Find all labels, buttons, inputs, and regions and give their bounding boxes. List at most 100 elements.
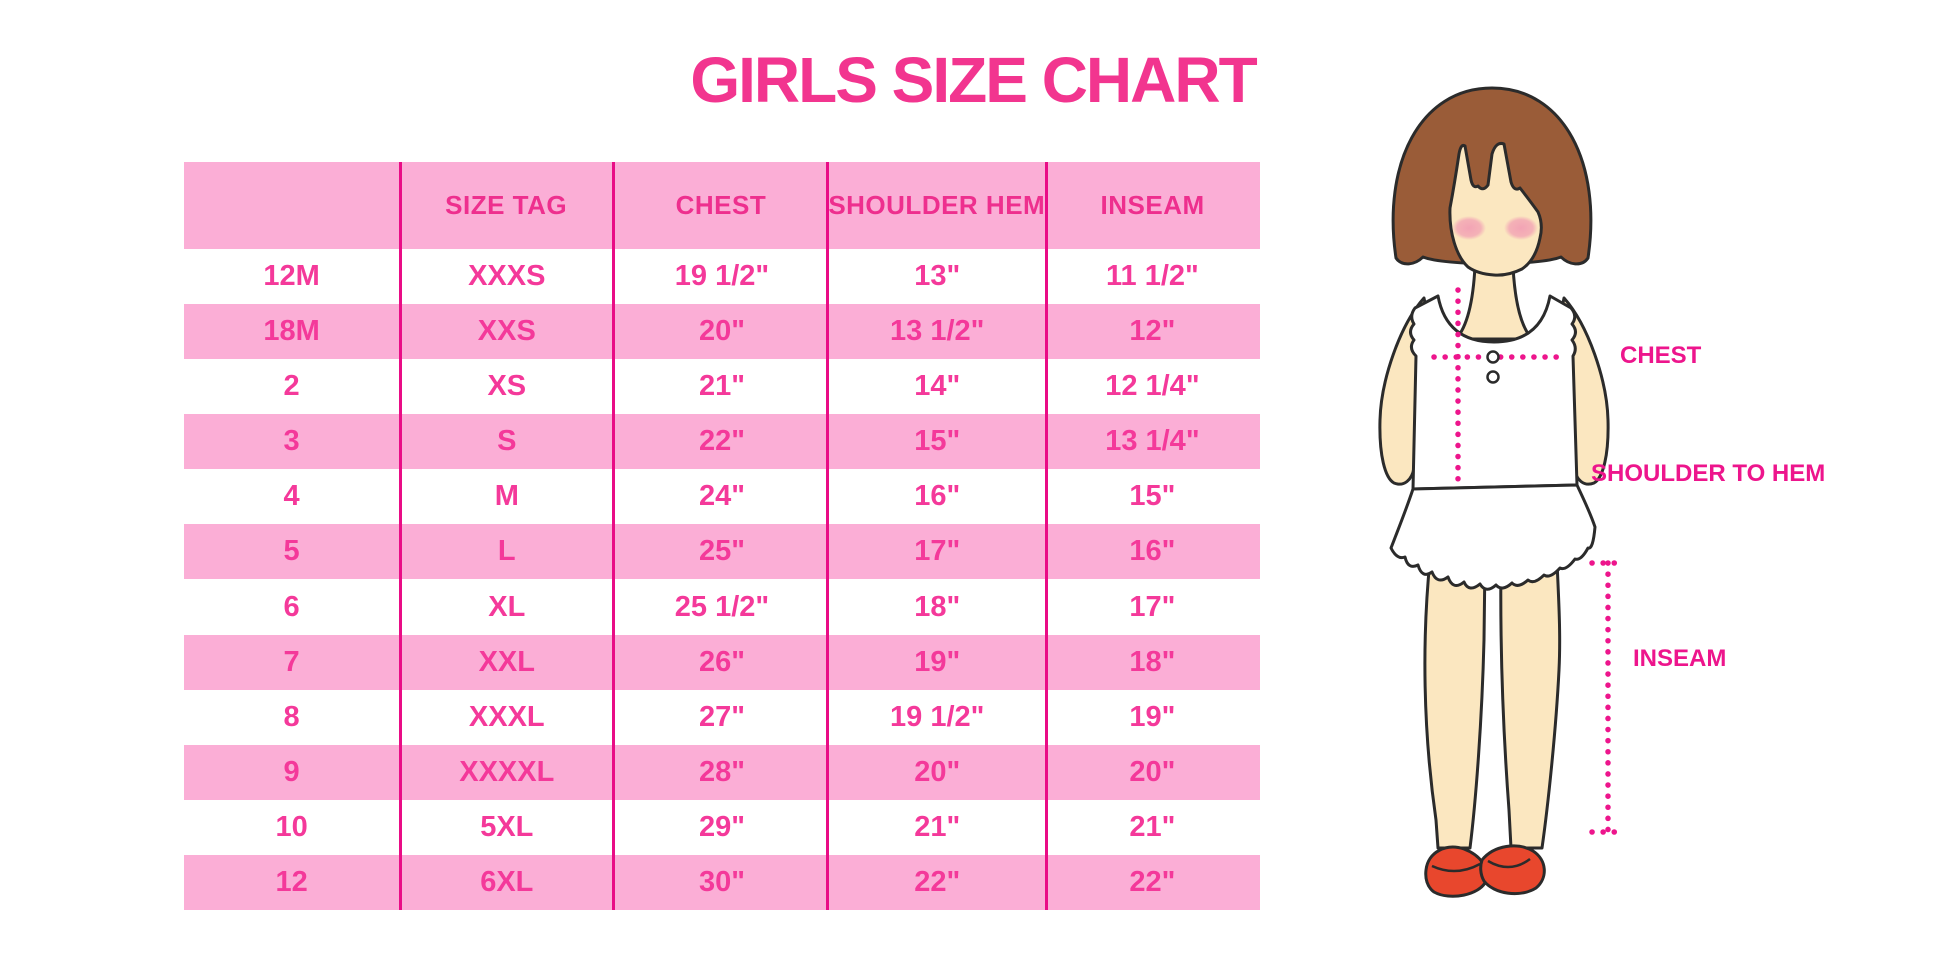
header-cell-shoulder-hem: SHOULDER HEM — [828, 190, 1046, 220]
cell-size: 12 — [275, 865, 308, 898]
cell-size-tag: L — [497, 535, 516, 568]
cell-inseam: 11 1/2" — [1106, 260, 1199, 293]
cell-chest: 29" — [698, 810, 745, 843]
cell-chest: 25" — [698, 535, 745, 568]
cell-shoulder-hem: 19 1/2" — [890, 700, 985, 733]
cell-inseam: 18" — [1129, 645, 1176, 678]
cell-size: 7 — [283, 645, 300, 678]
right-leg — [1499, 558, 1562, 850]
table-row: 6 XL 25 1/2" 18" 17" — [184, 579, 1260, 634]
table-row: 12 6XL 30" 22" 22" — [184, 854, 1260, 910]
cell-chest: 30" — [698, 865, 745, 898]
cell-size-tag: M — [494, 480, 519, 513]
table-row: 5 L 25" 17" 16" — [184, 524, 1260, 580]
shoulder-to-hem-measure-label: SHOULDER TO HEM — [1591, 460, 1826, 487]
girl-illustration — [1378, 86, 1627, 898]
inseam-measure-label: INSEAM — [1633, 645, 1727, 672]
cell-size-tag: XXXS — [468, 260, 546, 293]
cell-shoulder-hem: 22" — [914, 865, 961, 898]
column-divider — [612, 162, 615, 910]
table-header-row: SIZE TAG CHEST SHOULDER HEM INSEAM — [184, 162, 1260, 249]
top-button — [1486, 350, 1500, 364]
left-shoe-strap — [1431, 862, 1481, 873]
cell-size-tag: 6XL — [480, 865, 534, 898]
cell-size: 3 — [283, 425, 300, 458]
cell-size: 4 — [283, 480, 300, 513]
cell-size-tag: XXXL — [468, 700, 545, 733]
cell-inseam: 13 1/4" — [1105, 425, 1200, 458]
cell-shoulder-hem: 19" — [914, 645, 961, 678]
cell-shoulder-hem: 14" — [914, 370, 961, 403]
cell-shoulder-hem: 17" — [914, 535, 961, 568]
cell-size-tag: XL — [488, 590, 526, 623]
left-leg — [1423, 558, 1487, 850]
bottom-button — [1486, 370, 1500, 384]
cell-chest: 24" — [698, 480, 745, 513]
cell-chest: 26" — [698, 645, 745, 678]
table-row: 3 S 22" 15" 13 1/4" — [184, 414, 1260, 470]
header-cell-blank — [184, 162, 399, 249]
cell-chest: 27" — [698, 700, 745, 733]
page-title: GIRLS SIZE CHART — [690, 44, 1257, 116]
cell-size-tag: S — [497, 425, 517, 458]
cell-chest: 19 1/2" — [674, 260, 770, 293]
table-row: 7 XXL 26" 19" 18" — [184, 634, 1260, 690]
cell-shoulder-hem: 13 1/2" — [890, 315, 985, 348]
right-cheek — [1504, 216, 1538, 240]
cell-inseam: 15" — [1129, 480, 1176, 513]
right-shoe-strap — [1487, 857, 1531, 869]
cell-shoulder-hem: 20" — [914, 755, 961, 788]
column-divider — [399, 162, 402, 910]
header-cell-chest: CHEST — [675, 190, 767, 220]
cell-size-tag: 5XL — [480, 810, 534, 843]
face — [1448, 142, 1543, 277]
cell-chest: 22" — [698, 425, 745, 458]
chest-measure-label: CHEST — [1620, 342, 1702, 369]
size-table: SIZE TAG CHEST SHOULDER HEM INSEAM 12M X… — [184, 162, 1260, 910]
cell-shoulder-hem: 15" — [914, 425, 961, 458]
cell-inseam: 22" — [1129, 865, 1176, 898]
column-divider — [1045, 162, 1048, 910]
table-row: 12M XXXS 19 1/2" 13" 11 1/2" — [184, 249, 1260, 304]
cell-inseam: 16" — [1129, 535, 1176, 568]
cell-size: 10 — [275, 810, 308, 843]
table-row: 8 XXXL 27" 19 1/2" 19" — [184, 690, 1260, 745]
column-divider — [826, 162, 829, 910]
cell-size: 18M — [263, 315, 320, 348]
cell-size: 12M — [263, 260, 320, 293]
cell-size: 6 — [283, 590, 300, 623]
cell-inseam: 21" — [1129, 810, 1176, 843]
cell-inseam: 12" — [1129, 315, 1176, 348]
cell-size: 5 — [283, 535, 300, 568]
header-cell-inseam: INSEAM — [1100, 190, 1205, 220]
cell-inseam: 20" — [1129, 755, 1176, 788]
table-row: 10 5XL 29" 21" 21" — [184, 800, 1260, 855]
cell-chest: 21" — [698, 370, 745, 403]
cell-shoulder-hem: 21" — [914, 810, 961, 843]
table-row: 4 M 24" 16" 15" — [184, 469, 1260, 524]
cell-chest: 28" — [698, 755, 745, 788]
cell-shoulder-hem: 18" — [914, 590, 961, 623]
table-row: 9 XXXXL 28" 20" 20" — [184, 744, 1260, 800]
right-shoe — [1479, 844, 1546, 896]
cell-size-tag: XXS — [477, 315, 536, 348]
cell-size: 8 — [283, 700, 300, 733]
top-garment — [1409, 294, 1579, 491]
cell-size-tag: XS — [487, 370, 527, 403]
table-row: 18M XXS 20" 13 1/2" 12" — [184, 304, 1260, 360]
skirt — [1389, 483, 1597, 591]
cell-chest: 20" — [698, 315, 745, 348]
cell-inseam: 17" — [1129, 590, 1176, 623]
cell-size-tag: XXL — [478, 645, 535, 678]
left-cheek — [1452, 216, 1486, 240]
cell-inseam: 12 1/4" — [1105, 370, 1200, 403]
cell-inseam: 19" — [1129, 700, 1176, 733]
neck — [1454, 264, 1534, 341]
header-cell-size-tag: SIZE TAG — [445, 190, 568, 220]
cell-shoulder-hem: 13" — [914, 260, 961, 293]
cell-size: 9 — [283, 755, 300, 788]
cell-chest: 25 1/2" — [674, 590, 770, 623]
table-row: 2 XS 21" 14" 12 1/4" — [184, 359, 1260, 414]
cell-shoulder-hem: 16" — [914, 480, 961, 513]
cell-size-tag: XXXXL — [459, 755, 555, 788]
